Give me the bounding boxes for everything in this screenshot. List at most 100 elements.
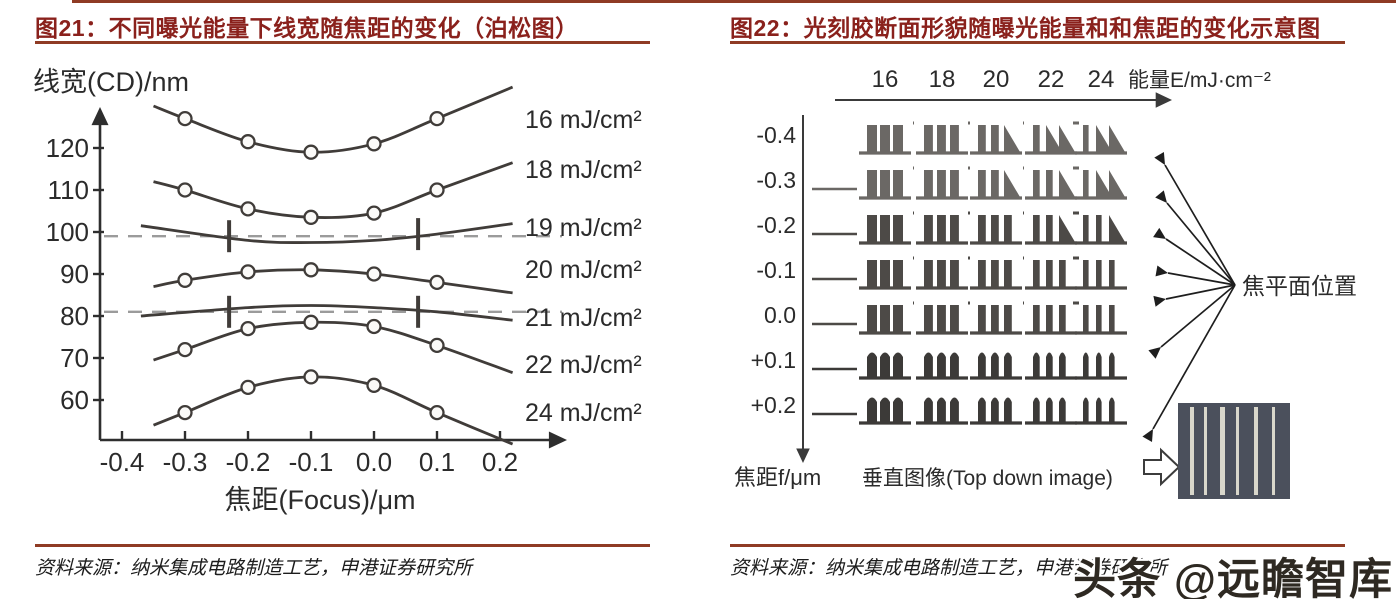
figure-21-source: 资料来源：纳米集成电路制造工艺，申港证券研究所 xyxy=(35,557,473,579)
profile-cell xyxy=(1073,166,1127,200)
series-18mJ/cm² xyxy=(153,161,514,225)
profile-cell xyxy=(812,170,911,200)
profile-cell xyxy=(1023,121,1077,155)
data-point xyxy=(177,272,193,288)
profile-cell xyxy=(812,215,911,245)
series-19mJ/cm² xyxy=(140,218,513,253)
profile-cell xyxy=(968,211,1022,245)
data-point xyxy=(366,136,382,152)
svg-text:90: 90 xyxy=(60,259,89,289)
figure-22-title-rule xyxy=(730,41,1345,44)
profile-cell xyxy=(913,301,968,335)
profile-cell xyxy=(1073,211,1127,245)
profile-cell xyxy=(1023,166,1077,200)
profile-cell xyxy=(1023,301,1077,335)
figure-21-title: 图21：不同曝光能量下线宽随焦距的变化（泊松图） xyxy=(35,15,579,41)
profile-cell xyxy=(913,256,968,290)
series-24mJ/cm² xyxy=(152,369,514,446)
profile-cell xyxy=(859,125,911,155)
data-point xyxy=(303,369,319,385)
figure-22-title: 图22：光刻胶断面形貌随曝光能量和和焦距的变化示意图 xyxy=(730,15,1321,41)
data-point xyxy=(303,209,319,225)
figure-21-bottom-rule xyxy=(35,544,650,547)
svg-text:-0.1: -0.1 xyxy=(756,257,796,283)
profile-cell xyxy=(913,211,968,245)
data-point xyxy=(240,134,256,150)
profile-cell xyxy=(970,397,1022,425)
legend-label: 21 mJ/cm² xyxy=(525,304,642,332)
legend-label: 22 mJ/cm² xyxy=(525,351,642,379)
focal-plane-label: 焦平面位置 xyxy=(1242,273,1357,299)
y-axis-label: 线宽(CD)/nm xyxy=(33,67,189,97)
hollow-right-arrow-icon xyxy=(1143,447,1181,487)
profile-cell xyxy=(1023,211,1077,245)
svg-text:-0.3: -0.3 xyxy=(163,447,208,477)
svg-text:+0.2: +0.2 xyxy=(751,392,796,418)
figure-22-bottom-rule xyxy=(730,544,1345,547)
profile-cell xyxy=(916,397,968,425)
profile-cell xyxy=(812,305,911,335)
data-point xyxy=(303,144,319,160)
profile-cell xyxy=(1073,301,1127,335)
svg-text:70: 70 xyxy=(60,343,89,373)
svg-text:-0.2: -0.2 xyxy=(226,447,271,477)
figure-21-title-rule xyxy=(35,41,650,44)
profile-cell xyxy=(1025,352,1077,380)
profile-cell xyxy=(968,166,1022,200)
svg-text:-0.4: -0.4 xyxy=(100,447,145,477)
svg-text:20: 20 xyxy=(983,66,1010,93)
resist-profile-diagram: 16 18 20 22 24 能量E/mJ·cm⁻² -0.4 -0.3 -0.2 -0.1 0.0… xyxy=(734,66,1357,499)
svg-text:0.0: 0.0 xyxy=(356,447,392,477)
svg-text:0.0: 0.0 xyxy=(764,302,796,328)
svg-text:22: 22 xyxy=(1038,66,1065,93)
watermark: 头条 @远瞻智库 xyxy=(1073,556,1393,599)
energy-axis: 16 18 20 22 24 能量E/mJ·cm⁻² xyxy=(835,66,1271,108)
poisson-focus-linewidth-chart: 120 110 100 90 80 70 60 -0.4 -0.3 -0.2 -0.1 0.0 0.1 0… xyxy=(33,67,642,515)
svg-text:+0.1: +0.1 xyxy=(751,347,796,373)
top-down-image-label: 垂直图像(Top down image) xyxy=(862,467,1113,490)
svg-text:110: 110 xyxy=(48,175,89,205)
legend-label: 24 mJ/cm² xyxy=(525,399,642,427)
top-down-image-thumbnail xyxy=(1178,403,1290,499)
series-22mJ/cm² xyxy=(153,314,514,375)
svg-text:18: 18 xyxy=(929,66,956,93)
focus-axis: -0.4 -0.3 -0.2 -0.1 0.0 +0.1 +0.2 焦距f/μm xyxy=(734,115,821,490)
table-top-border xyxy=(72,0,1396,3)
svg-text:0.2: 0.2 xyxy=(482,447,518,477)
data-point xyxy=(177,182,193,198)
data-point xyxy=(429,404,445,421)
energy-axis-label: 能量E/mJ·cm⁻² xyxy=(1128,69,1271,92)
profile-cell xyxy=(970,352,1022,380)
data-point xyxy=(429,110,445,127)
data-point xyxy=(366,318,382,335)
profile-cell xyxy=(1075,352,1127,380)
legend-label: 16 mJ/cm² xyxy=(525,106,642,134)
profile-cell xyxy=(1073,121,1127,155)
svg-text:0.1: 0.1 xyxy=(419,447,455,477)
svg-text:60: 60 xyxy=(60,385,89,415)
svg-text:-0.2: -0.2 xyxy=(756,212,796,238)
data-point xyxy=(429,182,445,198)
legend-label: 19 mJ/cm² xyxy=(525,214,642,242)
resist-profile-grid xyxy=(812,121,1127,425)
data-point xyxy=(240,379,256,396)
focus-axis-label: 焦距f/μm xyxy=(734,465,821,490)
svg-text:120: 120 xyxy=(46,133,89,163)
data-point xyxy=(366,205,382,221)
profile-cell xyxy=(916,352,968,380)
data-point xyxy=(429,337,445,354)
svg-text:16: 16 xyxy=(872,66,899,93)
data-point xyxy=(303,262,319,278)
legend-label: 18 mJ/cm² xyxy=(525,156,642,184)
data-point xyxy=(177,110,193,127)
focal-plane-arrows xyxy=(1142,152,1236,442)
profile-cell xyxy=(913,166,968,200)
data-point xyxy=(240,320,256,337)
data-point xyxy=(429,274,445,291)
svg-text:-0.3: -0.3 xyxy=(756,167,796,193)
profile-cell xyxy=(1075,397,1127,425)
series-20mJ/cm² xyxy=(153,262,513,295)
figure-22-source: 资料来源：纳米集成电路制造工艺，申港证券研究所 xyxy=(730,557,1168,579)
legend-label: 20 mJ/cm² xyxy=(525,256,642,284)
